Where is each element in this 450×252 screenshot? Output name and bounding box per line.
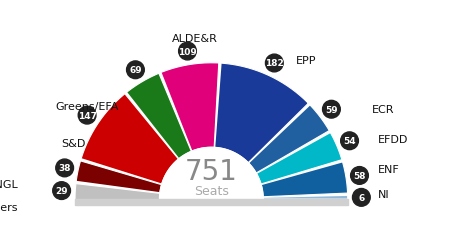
Polygon shape <box>249 106 329 173</box>
Circle shape <box>179 43 196 61</box>
Circle shape <box>351 167 369 184</box>
Circle shape <box>78 107 96 124</box>
Circle shape <box>126 62 144 79</box>
Text: S&D: S&D <box>62 139 86 149</box>
Polygon shape <box>127 74 191 159</box>
Text: 38: 38 <box>58 164 71 173</box>
Text: 109: 109 <box>178 47 197 56</box>
Polygon shape <box>76 161 162 192</box>
Text: Others: Others <box>0 203 18 212</box>
Text: 751: 751 <box>185 157 238 185</box>
Polygon shape <box>160 148 263 199</box>
Text: 58: 58 <box>353 171 366 180</box>
Circle shape <box>266 55 283 73</box>
Text: 29: 29 <box>55 186 68 195</box>
Polygon shape <box>75 184 160 199</box>
Polygon shape <box>263 196 348 199</box>
Circle shape <box>53 182 71 200</box>
Text: 6: 6 <box>358 193 365 202</box>
Text: GUE/NGL: GUE/NGL <box>0 179 18 190</box>
Polygon shape <box>162 64 219 151</box>
Text: Seats: Seats <box>194 185 229 198</box>
Text: EFDD: EFDD <box>378 135 408 145</box>
Text: NI: NI <box>378 189 389 199</box>
Text: ECR: ECR <box>372 105 395 115</box>
Polygon shape <box>261 163 347 197</box>
Polygon shape <box>215 64 308 163</box>
Text: 182: 182 <box>265 59 284 68</box>
Text: EPP: EPP <box>296 56 316 66</box>
Text: 69: 69 <box>129 66 142 75</box>
Text: 54: 54 <box>343 137 356 146</box>
Text: ALDE&R: ALDE&R <box>172 34 218 44</box>
Circle shape <box>323 101 340 119</box>
Circle shape <box>56 160 73 177</box>
Text: Greens/EFA: Greens/EFA <box>55 102 119 112</box>
Circle shape <box>352 189 370 206</box>
Text: 59: 59 <box>325 105 338 114</box>
Circle shape <box>341 132 358 150</box>
Polygon shape <box>256 134 342 184</box>
Text: 147: 147 <box>77 111 97 120</box>
Text: ENF: ENF <box>378 165 400 174</box>
Polygon shape <box>81 94 179 184</box>
